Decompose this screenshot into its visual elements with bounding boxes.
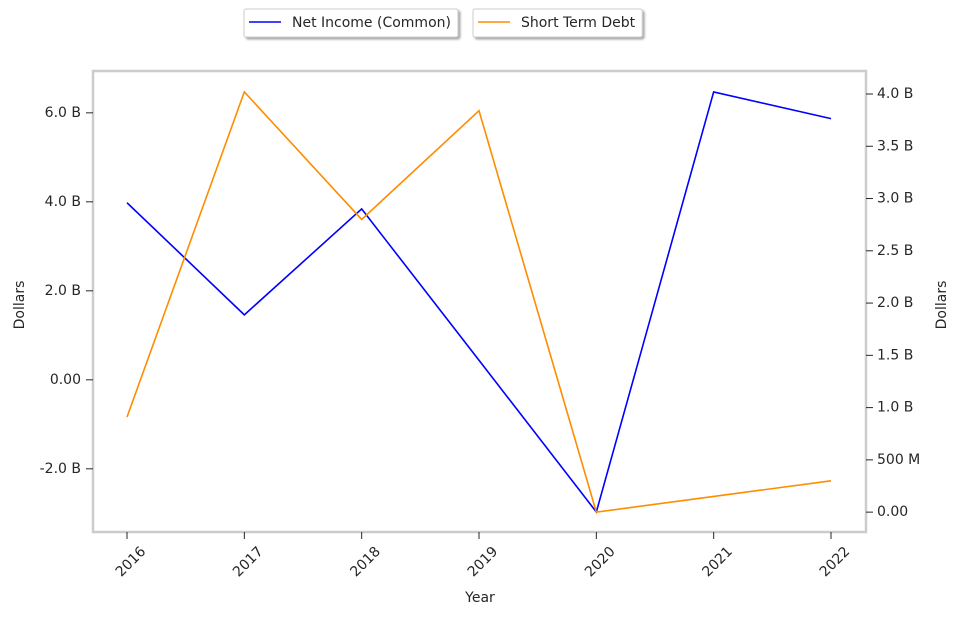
y2-tick-label: 0.00	[877, 504, 908, 520]
y2-tick-label: 3.5 B	[877, 138, 913, 154]
x-axis-label: Year	[464, 590, 495, 606]
x-tick-label: 2018	[347, 544, 384, 581]
x-tick-label: 2017	[230, 544, 267, 581]
y2-tick-label: 500 M	[877, 452, 920, 468]
y2-axis-label: Dollars	[934, 281, 950, 330]
x-tick-label: 2019	[465, 544, 502, 581]
legend-label: Short Term Debt	[521, 15, 636, 31]
x-tick-label: 2020	[582, 544, 619, 581]
y2-tick-label: 3.0 B	[877, 191, 913, 207]
legend-box	[243, 8, 459, 38]
line-series	[126, 90, 832, 514]
y-axis-label: Dollars	[12, 281, 28, 330]
x-tick-label: 2022	[817, 544, 854, 581]
line-series	[126, 90, 832, 514]
legend-label: Net Income (Common)	[292, 15, 451, 31]
x-tick-label: 2021	[699, 544, 736, 581]
legend-entry: Short Term Debt	[472, 8, 643, 38]
y2-tick-label: 1.0 B	[877, 400, 913, 416]
y2-tick-label: 1.5 B	[877, 347, 913, 363]
y-tick-label: 2.0 B	[45, 283, 81, 299]
y-tick-label: 6.0 B	[45, 105, 81, 121]
y-tick-label: 4.0 B	[45, 194, 81, 210]
y2-tick-label: 4.0 B	[877, 86, 913, 102]
plot-frame	[91, 69, 868, 534]
x-tick-label: 2016	[113, 544, 150, 581]
y-tick-label: 0.00	[50, 372, 81, 388]
y2-tick-label: 2.5 B	[877, 243, 913, 259]
legend-entry: Net Income (Common)	[243, 8, 459, 38]
y2-tick-label: 2.0 B	[877, 295, 913, 311]
legend-box	[472, 8, 643, 38]
y-tick-label: -2.0 B	[40, 461, 81, 477]
